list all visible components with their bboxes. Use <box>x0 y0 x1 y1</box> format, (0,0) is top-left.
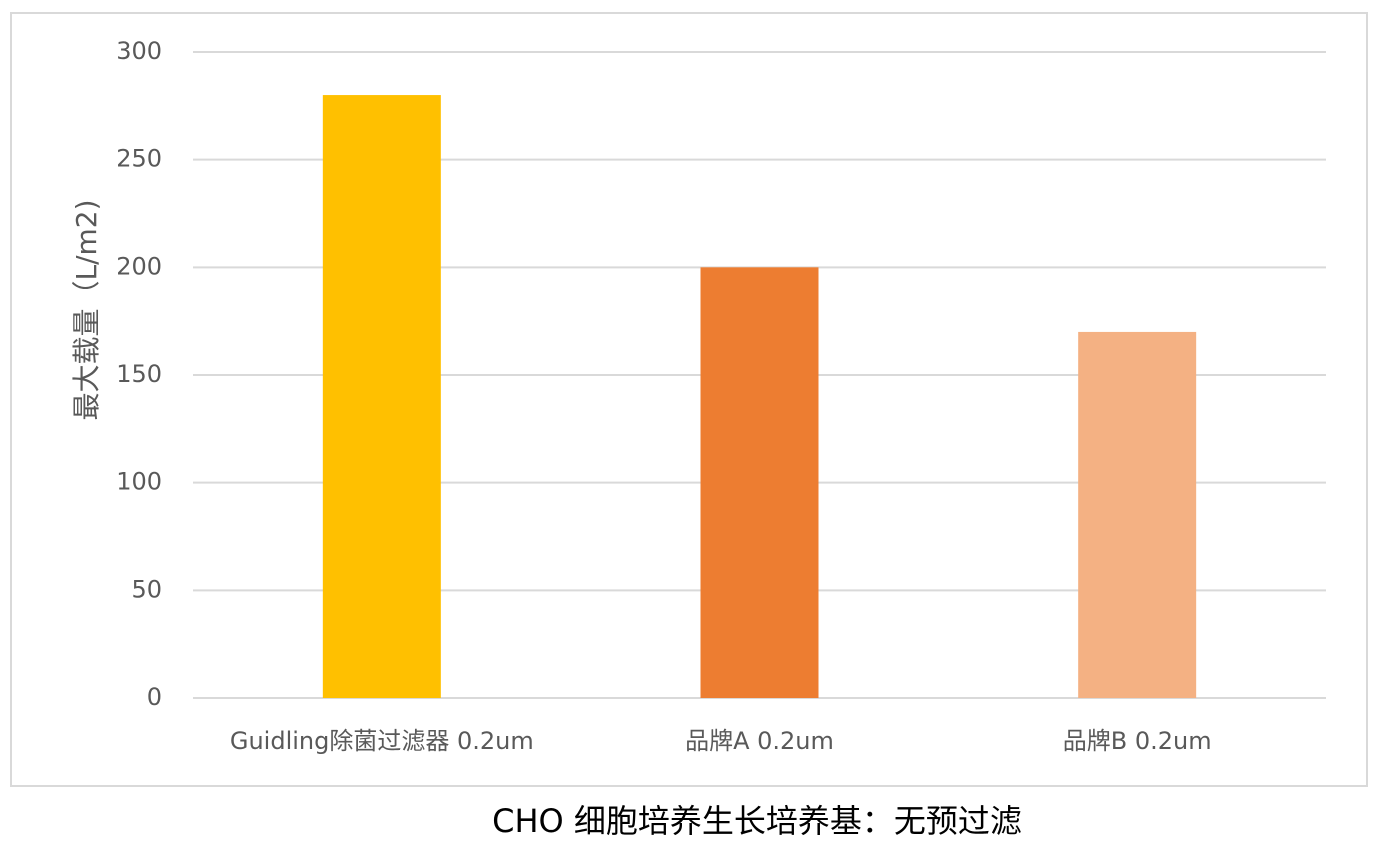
y-tick-label: 250 <box>116 145 162 173</box>
bar <box>700 267 819 698</box>
x-tick-label: 品牌B 0.2um <box>1063 727 1212 755</box>
y-tick-label: 300 <box>116 37 162 65</box>
bar <box>1078 331 1197 698</box>
x-tick-label: Guidling除菌过滤器 0.2um <box>230 727 534 755</box>
bar <box>322 95 441 699</box>
y-axis-label: 最大载量（L/m2) <box>70 199 103 420</box>
y-tick-label: 0 <box>147 683 162 711</box>
y-tick-label: 50 <box>131 575 162 603</box>
x-tick-label: 品牌A 0.2um <box>685 727 834 755</box>
y-tick-label: 200 <box>116 252 162 280</box>
chart-title: CHO 细胞培养生长培养基：无预过滤 <box>492 802 1022 840</box>
y-tick-label: 150 <box>116 360 162 388</box>
y-tick-label: 100 <box>116 468 162 496</box>
